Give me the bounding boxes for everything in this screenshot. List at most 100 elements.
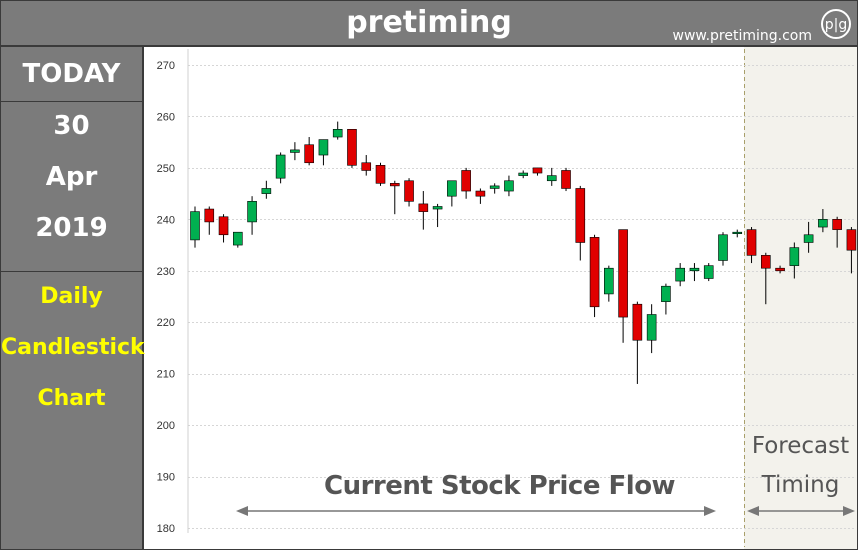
candle bbox=[546, 167, 557, 186]
candle bbox=[532, 167, 543, 176]
forecast-label-line1: Forecast bbox=[751, 433, 850, 459]
forecast-candle bbox=[803, 221, 814, 253]
y-tick-label: 260 bbox=[157, 111, 175, 123]
date-month: Apr bbox=[45, 162, 98, 192]
candle-body-up bbox=[504, 180, 514, 192]
forecast-candle bbox=[775, 265, 785, 274]
chart-type-line2: Candlestick bbox=[1, 335, 145, 360]
today-label: TODAY bbox=[22, 59, 121, 89]
y-tick-label: 220 bbox=[157, 317, 175, 329]
chart-svg: 180 190 200 210 220 230 240 250 260 270 bbox=[157, 47, 857, 549]
candle bbox=[718, 232, 728, 266]
candle bbox=[475, 188, 486, 204]
header-title: pretiming bbox=[346, 5, 512, 40]
candle-body-up bbox=[604, 267, 614, 295]
candle-body-down bbox=[204, 208, 215, 223]
forecast-region bbox=[744, 47, 857, 549]
candle bbox=[247, 196, 257, 235]
candle-body-up bbox=[546, 175, 557, 182]
forecast-candle bbox=[760, 252, 771, 305]
candle bbox=[675, 263, 685, 287]
candle bbox=[561, 167, 571, 192]
candle-body-down bbox=[532, 167, 543, 174]
candle-body-up bbox=[432, 206, 443, 210]
candle bbox=[418, 191, 429, 230]
candle-body-up bbox=[233, 231, 243, 246]
candle-body-up bbox=[275, 154, 286, 179]
candle-body-up bbox=[718, 234, 728, 261]
candle bbox=[703, 263, 714, 282]
y-tick-label: 230 bbox=[157, 266, 175, 278]
y-tick-label: 210 bbox=[157, 369, 175, 381]
candle-body-down bbox=[218, 216, 229, 236]
candle-body-up bbox=[646, 314, 657, 341]
candle-body-down bbox=[461, 170, 471, 192]
candle bbox=[261, 180, 272, 199]
candle-body-down bbox=[304, 144, 314, 164]
candle-body-down bbox=[746, 229, 757, 256]
candle-body-down bbox=[832, 219, 842, 230]
y-tick-label: 180 bbox=[157, 523, 175, 535]
forecast-candle bbox=[846, 227, 857, 274]
candlestick-chart: 180 190 200 210 220 230 240 250 260 270 Current S… bbox=[144, 47, 857, 549]
candle bbox=[618, 229, 628, 343]
y-tick-label: 240 bbox=[157, 214, 175, 226]
date-year: 2019 bbox=[35, 213, 108, 243]
candle bbox=[375, 162, 386, 186]
candle bbox=[732, 229, 743, 238]
sidebar-divider bbox=[1, 271, 142, 272]
flow-arrow bbox=[236, 506, 716, 516]
candle-body-up bbox=[318, 139, 329, 156]
candle-body-down bbox=[375, 165, 386, 184]
candle bbox=[275, 152, 286, 184]
candle bbox=[404, 178, 414, 207]
candle bbox=[347, 129, 357, 168]
chart-type-line1: Daily bbox=[40, 284, 103, 309]
candle bbox=[646, 304, 657, 354]
candle-body-up bbox=[703, 265, 714, 279]
y-tick-label: 250 bbox=[157, 163, 175, 175]
forecast-candle bbox=[789, 242, 800, 279]
y-tick-label: 200 bbox=[157, 420, 175, 432]
candle-body-down bbox=[760, 255, 771, 269]
y-tick-label: 270 bbox=[157, 60, 175, 72]
candle-body-up bbox=[675, 267, 685, 282]
candle-body-down bbox=[589, 237, 600, 308]
candle bbox=[318, 139, 329, 166]
candle-body-down bbox=[404, 180, 414, 202]
y-tick-label: 190 bbox=[157, 472, 175, 484]
date-day: 30 bbox=[53, 111, 90, 141]
candle-body-up bbox=[689, 267, 700, 272]
candle bbox=[689, 263, 700, 282]
forecast-candle bbox=[818, 209, 828, 233]
current-flow-label: Current Stock Price Flow bbox=[324, 471, 676, 501]
candle-body-down bbox=[475, 190, 486, 197]
candle bbox=[233, 231, 243, 248]
candle-body-up bbox=[789, 247, 800, 266]
candle-body-up bbox=[661, 285, 671, 302]
candle bbox=[746, 227, 757, 264]
candle bbox=[204, 206, 215, 235]
forecast-label-line2: Timing bbox=[761, 472, 840, 498]
candle-body-up bbox=[489, 185, 500, 189]
candle bbox=[432, 203, 443, 228]
candle bbox=[461, 167, 471, 199]
candle bbox=[361, 155, 372, 176]
candle bbox=[190, 206, 200, 248]
candle-body-up bbox=[518, 172, 529, 176]
candle-body-down bbox=[575, 188, 586, 243]
candle bbox=[447, 180, 457, 207]
candle-body-up bbox=[732, 231, 743, 234]
candle-body-down bbox=[389, 183, 400, 187]
candle bbox=[518, 170, 529, 179]
candle-body-down bbox=[618, 229, 628, 318]
sidebar: TODAY 30 Apr 2019 Daily Candlestick Char… bbox=[1, 47, 145, 549]
candle bbox=[389, 180, 400, 215]
candle bbox=[604, 265, 614, 302]
forecast-timing-label: Forecast Timing bbox=[744, 427, 857, 505]
candle-body-down bbox=[775, 267, 785, 272]
candle-body-up bbox=[332, 129, 343, 138]
candle bbox=[661, 283, 671, 315]
forecast-candle bbox=[832, 216, 842, 248]
